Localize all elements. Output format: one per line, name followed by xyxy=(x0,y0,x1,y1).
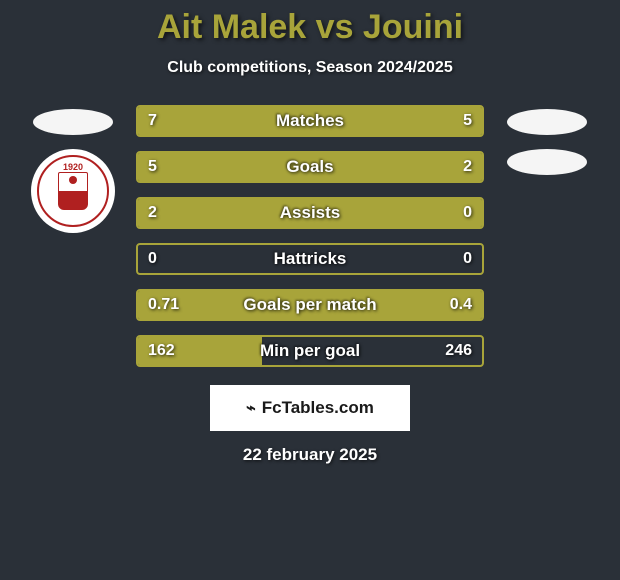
stat-bar-right-value: 0 xyxy=(463,204,472,222)
stat-bar-label: Min per goal xyxy=(260,341,360,361)
stat-bar-right-fill xyxy=(338,107,482,135)
stat-bar-right-value: 246 xyxy=(445,342,472,360)
left-club-badge: 1920 xyxy=(31,149,115,233)
stat-bar-right-value: 0 xyxy=(463,250,472,268)
subtitle: Club competitions, Season 2024/2025 xyxy=(167,59,452,77)
stat-bar: Min per goal 162 246 xyxy=(136,335,484,367)
stat-bar-left-value: 2 xyxy=(148,204,157,222)
left-player-column: 1920 xyxy=(28,105,118,233)
stat-bar: Assists 2 0 xyxy=(136,197,484,229)
stat-bar: Matches 7 5 xyxy=(136,105,484,137)
stat-bar-right-value: 2 xyxy=(463,158,472,176)
stat-bar: Goals per match 0.71 0.4 xyxy=(136,289,484,321)
stat-bar-left-value: 0.71 xyxy=(148,296,179,314)
left-player-name-placeholder xyxy=(33,109,113,135)
stat-bar-label: Goals xyxy=(286,157,333,177)
stat-bar-left-value: 7 xyxy=(148,112,157,130)
stat-bar-right-value: 5 xyxy=(463,112,472,130)
infographic-container: Ait Malek vs Jouini Club competitions, S… xyxy=(0,0,620,580)
comparison-bars: Matches 7 5 Goals 5 2 Assists 2 0 Hattricks 0 0 Goal… xyxy=(136,105,484,367)
stat-bar-label: Hattricks xyxy=(274,249,347,269)
stat-bar: Hattricks 0 0 xyxy=(136,243,484,275)
right-player-name-placeholder xyxy=(507,109,587,135)
snapshot-date: 22 february 2025 xyxy=(243,445,377,465)
stat-bar: Goals 5 2 xyxy=(136,151,484,183)
stat-bar-left-value: 0 xyxy=(148,250,157,268)
stat-bar-label: Assists xyxy=(280,203,340,223)
brand-icon: ⌁ xyxy=(246,398,256,418)
stat-bar-label: Goals per match xyxy=(243,295,376,315)
stat-bar-left-fill xyxy=(138,153,379,181)
stat-bar-label: Matches xyxy=(276,111,344,131)
page-title: Ait Malek vs Jouini xyxy=(157,8,463,47)
brand-text: FcTables.com xyxy=(262,398,374,418)
badge-year: 1920 xyxy=(63,162,83,172)
right-player-column xyxy=(502,105,592,175)
main-row: 1920 Matches 7 5 Goals 5 2 Assists 2 0 Hattricks 0… xyxy=(0,105,620,367)
stat-bar-left-value: 5 xyxy=(148,158,157,176)
stat-bar-left-value: 162 xyxy=(148,342,175,360)
stat-bar-right-value: 0.4 xyxy=(450,296,472,314)
badge-flag-icon xyxy=(58,172,88,210)
brand-badge: ⌁ FcTables.com xyxy=(210,385,410,431)
right-club-placeholder xyxy=(507,149,587,175)
